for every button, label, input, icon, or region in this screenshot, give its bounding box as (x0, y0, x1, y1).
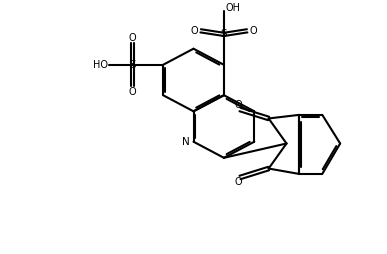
Text: HO: HO (92, 60, 108, 70)
Text: OH: OH (226, 3, 241, 12)
Text: O: O (235, 100, 242, 110)
Text: O: O (250, 26, 257, 36)
Text: O: O (129, 33, 137, 43)
Text: O: O (191, 26, 199, 36)
Text: N: N (182, 137, 190, 147)
Text: S: S (221, 29, 227, 39)
Text: O: O (235, 177, 242, 187)
Text: O: O (129, 87, 137, 97)
Text: S: S (129, 60, 136, 70)
